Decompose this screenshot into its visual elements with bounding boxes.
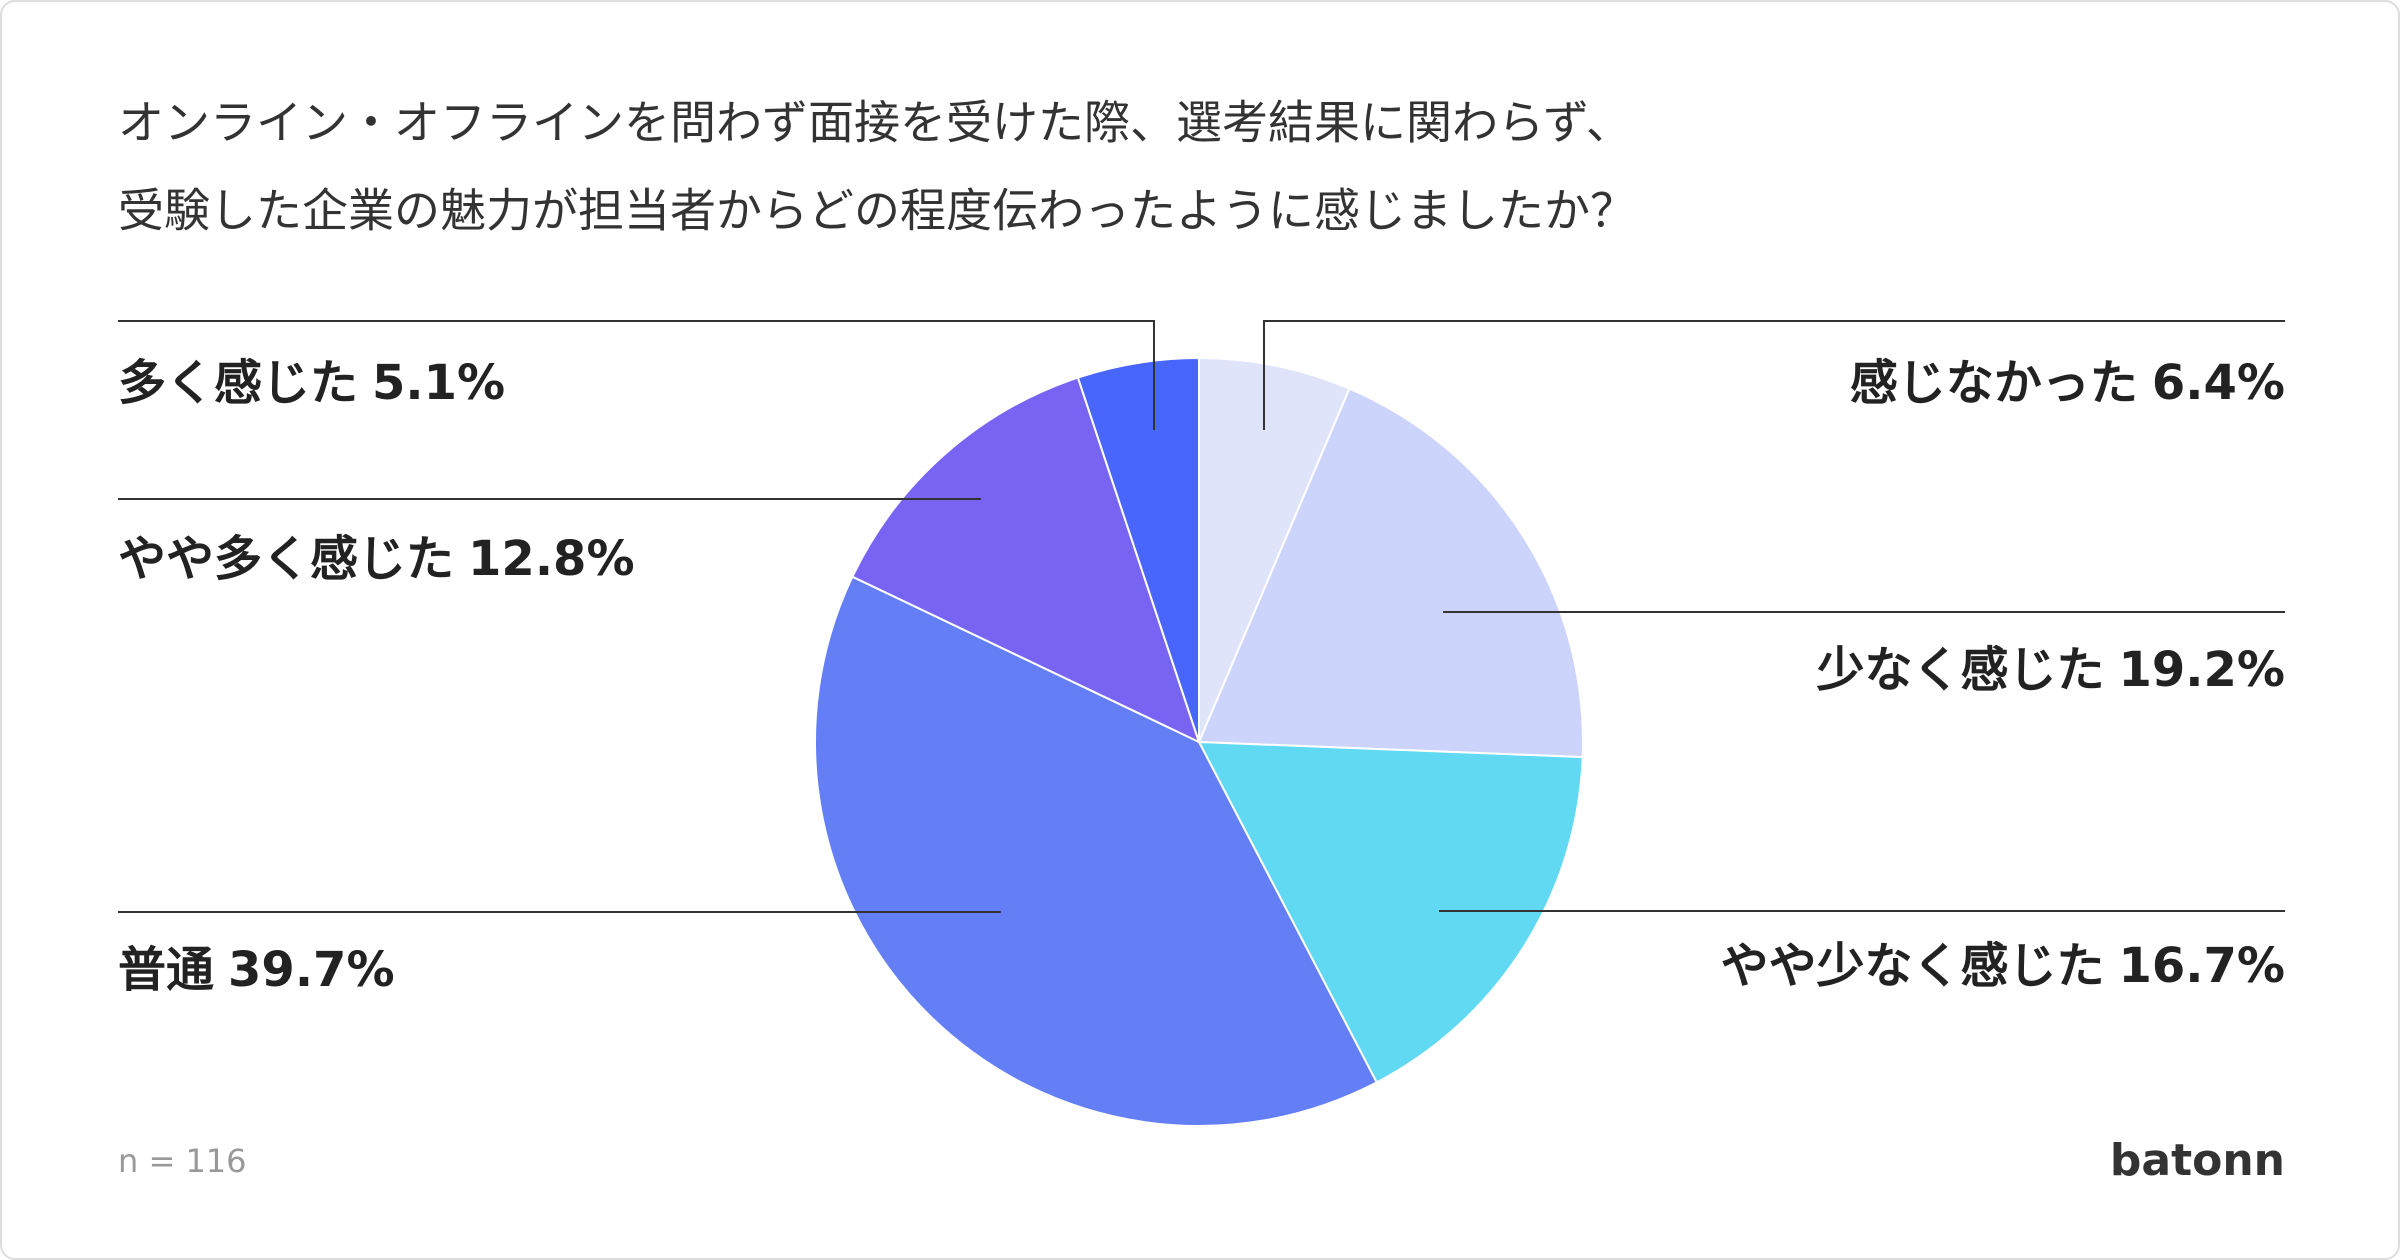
- sample-note: n = 116: [118, 1142, 247, 1180]
- chart-title: オンライン・オフラインを問わず面接を受けた際、選考結果に関わらず、: [118, 96, 1632, 150]
- chart-title: 受験した企業の魅力が担当者からどの程度伝わったように感じましたか？: [118, 184, 1636, 238]
- category-label: 普通: [118, 942, 214, 998]
- category-label: やや多く感じた: [118, 531, 454, 587]
- slice-label: 普通 39.7%: [118, 942, 395, 998]
- pie-slice: [1076, 356, 1200, 743]
- value-label: 19.2%: [2118, 642, 2285, 698]
- slice-label: 多く感じた 5.1%: [118, 355, 505, 411]
- slice-label: 感じなかった 6.4%: [1850, 355, 2285, 411]
- pie-slice: [1197, 387, 1584, 759]
- value-label: 6.4%: [2152, 355, 2285, 411]
- slice-label: 少なく感じた 19.2%: [1816, 642, 2285, 698]
- category-label: 感じなかった: [1850, 355, 2138, 411]
- category-label: やや少なく感じた: [1720, 938, 2104, 994]
- brand-logo: batonn: [2110, 1135, 2285, 1186]
- pie-slice: [851, 376, 1201, 744]
- value-label: 16.7%: [2118, 938, 2285, 994]
- category-label: 多く感じた: [118, 355, 358, 411]
- leader-line: [118, 320, 1155, 430]
- slice-label: やや少なく感じた 16.7%: [1720, 938, 2285, 994]
- value-label: 12.8%: [468, 531, 635, 587]
- value-label: 5.1%: [372, 355, 505, 411]
- pie-slice: [1198, 356, 1351, 743]
- value-label: 39.7%: [228, 942, 395, 998]
- pie-slice: [814, 575, 1379, 1127]
- category-label: 少なく感じた: [1816, 642, 2104, 698]
- slice-label: やや多く感じた 12.8%: [118, 531, 635, 587]
- leader-line: [1263, 320, 2285, 430]
- pie-slice: [1197, 740, 1584, 1084]
